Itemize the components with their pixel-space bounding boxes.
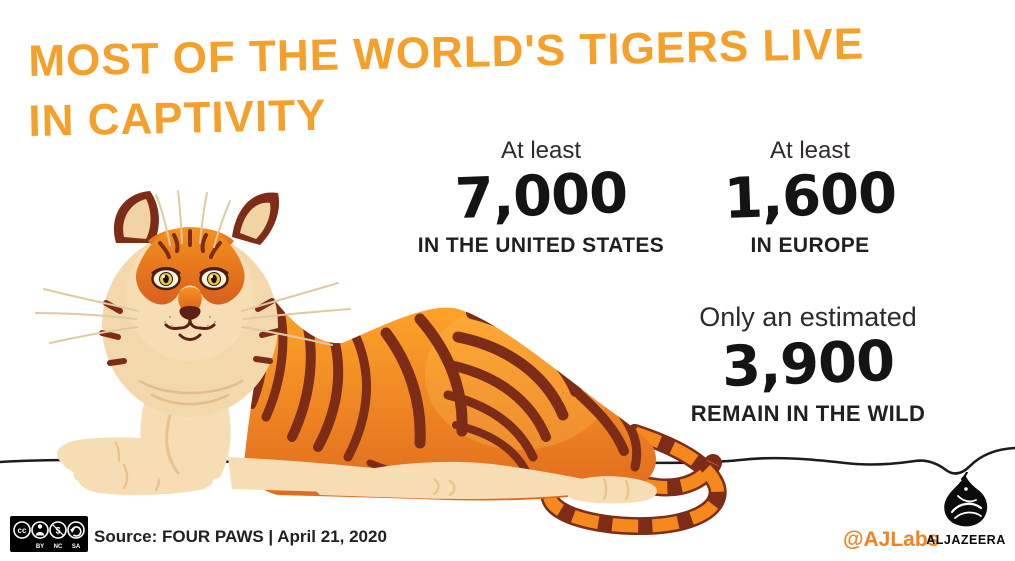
source-text: Source: FOUR PAWS | April 21, 2020 bbox=[94, 527, 387, 546]
tiger-tail bbox=[540, 424, 727, 535]
cc-sa-label: SA bbox=[72, 544, 81, 550]
stat-label: IN THE UNITED STATES bbox=[417, 234, 665, 257]
stat-united-states: At least 7,000 IN THE UNITED STATES bbox=[391, 138, 691, 258]
tiger-illustration bbox=[35, 190, 727, 535]
cc-by-label: BY bbox=[36, 544, 44, 550]
tiger-nose bbox=[179, 306, 201, 320]
stat-europe: At least 1,600 IN EUROPE bbox=[660, 138, 960, 258]
tiger-head bbox=[35, 190, 351, 417]
cc-by-nc-sa-license-badge: cc $ BY NC SA bbox=[10, 516, 88, 552]
cc-sa-icon bbox=[67, 521, 85, 539]
ajlabs-handle: @AJLabs bbox=[843, 528, 940, 551]
stat-qualifier: Only an estimated bbox=[699, 302, 917, 332]
cc-nc-icon: $ bbox=[49, 521, 67, 539]
title-line-1: MOST OF THE WORLD'S TIGERS LIVE bbox=[27, 19, 865, 86]
stat-label: REMAIN IN THE WILD bbox=[690, 401, 926, 426]
stat-value: 7,000 bbox=[453, 161, 629, 232]
aljazeera-flame-logo-icon bbox=[944, 472, 988, 527]
tiger-foreleg bbox=[228, 457, 483, 497]
tiger-mouth bbox=[164, 318, 216, 341]
cc-icon bbox=[13, 521, 31, 539]
tiger-whisker-dots bbox=[163, 315, 217, 328]
tiger-forehead-stripes bbox=[158, 229, 222, 259]
stat-wild: Only an estimated 3,900 REMAIN IN THE WI… bbox=[628, 302, 988, 426]
stat-label: IN EUROPE bbox=[750, 234, 870, 257]
tiger-eyes bbox=[151, 267, 229, 291]
stat-qualifier: At least bbox=[769, 137, 851, 164]
tiger-hind-paw bbox=[568, 476, 657, 504]
stat-value: 3,900 bbox=[720, 329, 896, 400]
tiger-whiskers bbox=[35, 190, 351, 346]
tiger-stripes bbox=[248, 298, 642, 488]
title-line-2: IN CAPTIVITY bbox=[27, 90, 327, 146]
cc-nc-label: NC bbox=[54, 544, 63, 550]
cc-icon-label: cc bbox=[18, 526, 27, 535]
stat-qualifier: At least bbox=[500, 137, 582, 164]
aljazeera-wordmark: ALJAZEERA bbox=[926, 533, 1006, 547]
stat-value: 1,600 bbox=[722, 161, 898, 232]
cc-by-icon bbox=[31, 521, 49, 539]
